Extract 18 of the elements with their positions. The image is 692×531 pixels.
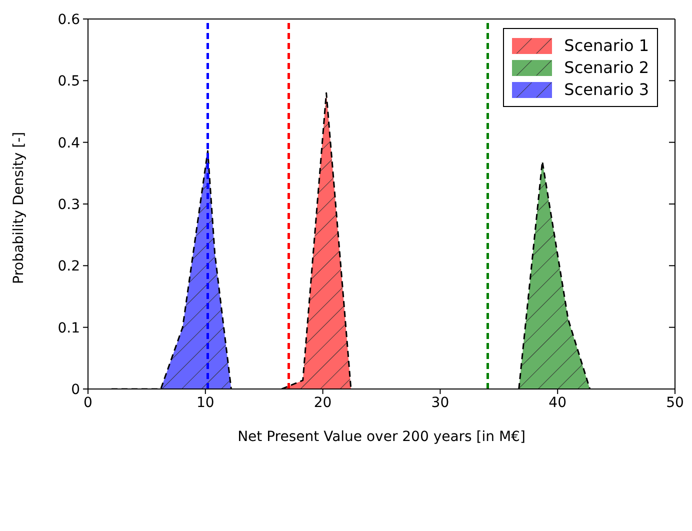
x-tick-label: 40 — [548, 394, 567, 411]
legend-label: Scenario 2 — [564, 58, 649, 77]
y-tick-label: 0.3 — [58, 196, 80, 213]
legend-label: Scenario 3 — [564, 80, 649, 99]
legend-label: Scenario 1 — [564, 36, 649, 55]
y-tick-label: 0.1 — [58, 320, 80, 336]
x-tick-label: 50 — [666, 394, 684, 411]
x-tick-label: 30 — [431, 394, 450, 411]
y-tick-label: 0.4 — [58, 135, 80, 152]
y-tick-label: 0 — [71, 382, 80, 398]
x-tick-label: 20 — [314, 394, 332, 411]
x-axis-title: Net Present Value over 200 years [in M€] — [238, 429, 526, 445]
y-tick-label: 0.6 — [58, 12, 80, 28]
x-tick-label: 10 — [196, 394, 214, 411]
x-tick-label: 0 — [84, 394, 92, 411]
y-tick-label: 0.5 — [58, 74, 80, 90]
y-tick-label: 0.2 — [58, 258, 80, 275]
y-axis-title: Probability Density [-] — [10, 132, 27, 284]
